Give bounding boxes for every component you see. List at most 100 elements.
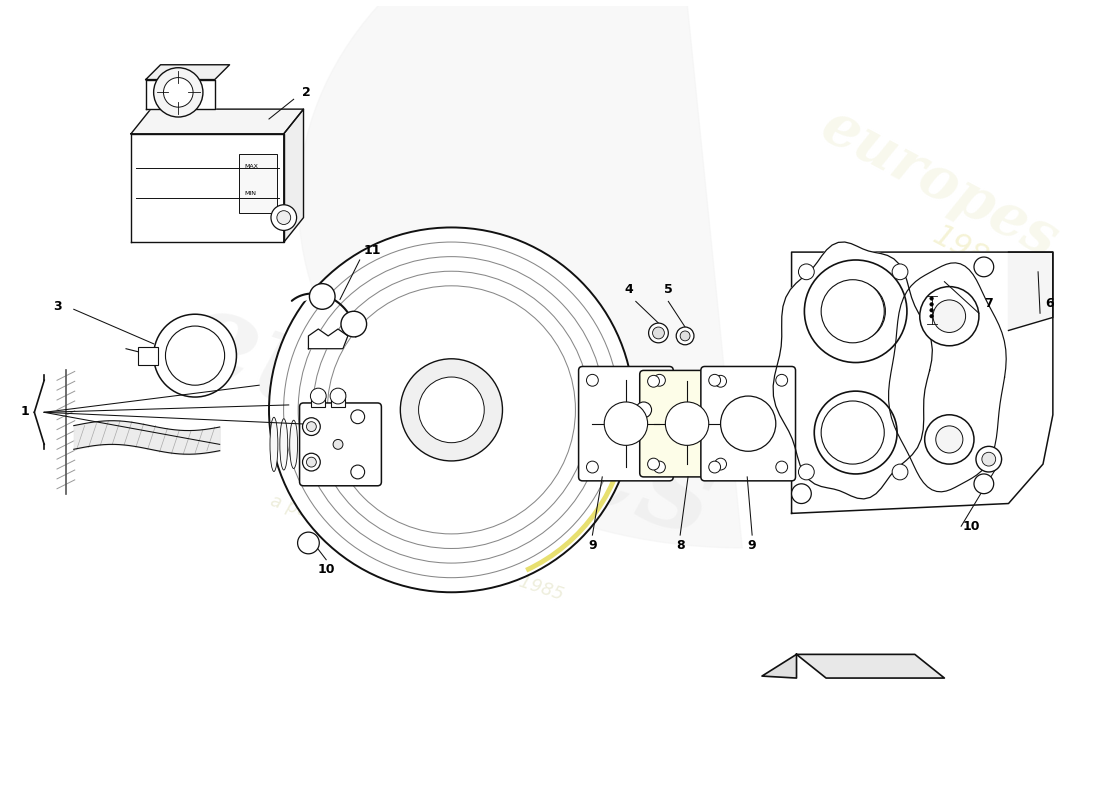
Circle shape bbox=[680, 331, 690, 341]
Polygon shape bbox=[1009, 252, 1053, 330]
Text: 6: 6 bbox=[1046, 297, 1054, 310]
Circle shape bbox=[277, 210, 290, 225]
Circle shape bbox=[597, 401, 615, 418]
Polygon shape bbox=[284, 109, 304, 242]
Ellipse shape bbox=[299, 422, 307, 467]
FancyBboxPatch shape bbox=[640, 370, 735, 477]
Circle shape bbox=[154, 68, 202, 117]
Circle shape bbox=[341, 311, 366, 337]
Circle shape bbox=[604, 402, 648, 446]
Bar bbox=[331, 392, 345, 407]
Circle shape bbox=[351, 410, 364, 424]
Circle shape bbox=[892, 464, 907, 480]
Ellipse shape bbox=[309, 423, 317, 466]
Circle shape bbox=[648, 458, 659, 470]
FancyBboxPatch shape bbox=[701, 366, 795, 481]
Polygon shape bbox=[145, 65, 230, 79]
Text: 1: 1 bbox=[20, 406, 29, 418]
Circle shape bbox=[925, 414, 974, 464]
Text: MAX: MAX bbox=[244, 164, 258, 170]
Text: 11: 11 bbox=[364, 244, 382, 257]
Circle shape bbox=[776, 374, 788, 386]
FancyBboxPatch shape bbox=[299, 403, 382, 486]
Circle shape bbox=[776, 461, 788, 473]
Bar bbox=[240, 154, 277, 213]
Circle shape bbox=[708, 461, 720, 473]
Circle shape bbox=[307, 457, 317, 467]
Text: 4: 4 bbox=[625, 283, 634, 296]
Circle shape bbox=[982, 452, 996, 466]
Polygon shape bbox=[773, 242, 933, 499]
Circle shape bbox=[648, 375, 659, 387]
Polygon shape bbox=[298, 0, 742, 548]
Circle shape bbox=[936, 426, 962, 453]
Text: MIN: MIN bbox=[244, 191, 256, 196]
Circle shape bbox=[720, 396, 775, 451]
Bar bbox=[138, 346, 157, 365]
Ellipse shape bbox=[270, 418, 278, 471]
Circle shape bbox=[666, 402, 708, 446]
Text: 8: 8 bbox=[675, 539, 684, 553]
Circle shape bbox=[586, 374, 598, 386]
Polygon shape bbox=[131, 134, 284, 242]
Circle shape bbox=[804, 260, 906, 362]
Circle shape bbox=[302, 418, 320, 435]
Text: europes: europes bbox=[163, 276, 730, 563]
Circle shape bbox=[652, 327, 664, 339]
Ellipse shape bbox=[289, 420, 298, 469]
Circle shape bbox=[799, 464, 814, 480]
Text: 7: 7 bbox=[984, 297, 993, 310]
Circle shape bbox=[715, 458, 726, 470]
Text: 5: 5 bbox=[664, 283, 673, 296]
Circle shape bbox=[309, 284, 336, 310]
Circle shape bbox=[799, 264, 814, 280]
Circle shape bbox=[676, 327, 694, 345]
Circle shape bbox=[814, 391, 898, 474]
Polygon shape bbox=[889, 263, 1006, 492]
Text: 10: 10 bbox=[318, 563, 334, 576]
Text: 2: 2 bbox=[302, 86, 311, 99]
Polygon shape bbox=[796, 654, 945, 678]
Text: 3: 3 bbox=[53, 300, 62, 313]
Text: 10: 10 bbox=[962, 520, 980, 533]
Circle shape bbox=[330, 388, 345, 404]
Circle shape bbox=[400, 358, 503, 461]
Circle shape bbox=[930, 297, 934, 300]
Circle shape bbox=[298, 532, 319, 554]
Circle shape bbox=[832, 409, 880, 457]
Polygon shape bbox=[762, 654, 796, 678]
Polygon shape bbox=[308, 329, 348, 349]
Circle shape bbox=[715, 375, 726, 387]
Circle shape bbox=[636, 402, 651, 418]
Circle shape bbox=[822, 401, 884, 464]
Circle shape bbox=[653, 374, 666, 386]
Circle shape bbox=[930, 302, 934, 306]
Polygon shape bbox=[131, 109, 304, 134]
Circle shape bbox=[307, 422, 317, 431]
Text: 1985: 1985 bbox=[928, 221, 1010, 283]
Circle shape bbox=[586, 461, 598, 473]
Circle shape bbox=[920, 286, 979, 346]
Circle shape bbox=[653, 461, 666, 473]
Circle shape bbox=[310, 388, 327, 404]
Circle shape bbox=[708, 374, 720, 386]
Circle shape bbox=[892, 264, 907, 280]
Circle shape bbox=[974, 257, 993, 277]
Circle shape bbox=[822, 280, 884, 343]
Text: 9: 9 bbox=[588, 539, 596, 553]
Circle shape bbox=[154, 314, 236, 397]
Circle shape bbox=[351, 465, 364, 479]
Circle shape bbox=[826, 282, 886, 341]
Circle shape bbox=[302, 454, 320, 471]
Circle shape bbox=[974, 474, 993, 494]
Circle shape bbox=[933, 300, 966, 333]
Circle shape bbox=[649, 323, 669, 343]
Polygon shape bbox=[792, 252, 1053, 514]
Circle shape bbox=[930, 309, 934, 312]
Circle shape bbox=[930, 314, 934, 318]
Text: 9: 9 bbox=[748, 539, 757, 553]
Ellipse shape bbox=[279, 418, 288, 470]
FancyBboxPatch shape bbox=[579, 366, 673, 481]
Text: europes: europes bbox=[812, 97, 1068, 269]
Circle shape bbox=[333, 439, 343, 450]
